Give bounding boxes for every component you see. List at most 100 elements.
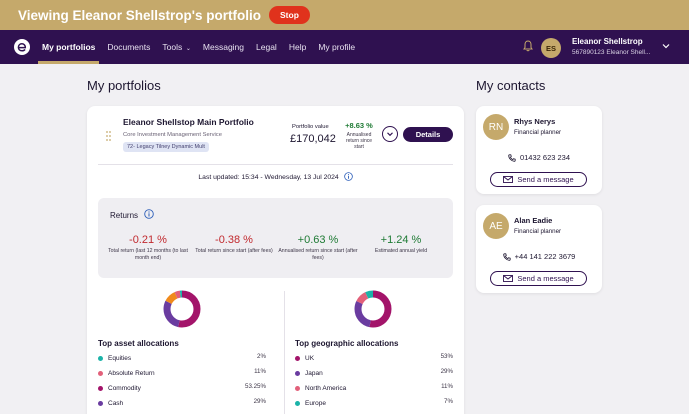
- contact-phone[interactable]: 01432 623 234: [476, 153, 602, 162]
- contact-card: RN Rhys Nerys Financial planner 01432 62…: [476, 106, 602, 194]
- return-label: Estimated annual yield: [374, 248, 428, 254]
- allocation-row: Equities 2%: [98, 353, 266, 363]
- return-label: Total return since start (after fees): [195, 248, 273, 254]
- legend-dot-icon: [98, 385, 103, 391]
- portfolio-card: Eleanor Shellstop Main Portfolio Core In…: [87, 106, 464, 414]
- bell-icon[interactable]: [523, 40, 533, 52]
- contact-name: Alan Eadie: [514, 216, 553, 225]
- returns-panel: Returns -0.21 % Total return (last 12 mo…: [98, 198, 453, 278]
- nav-help[interactable]: Help: [288, 42, 307, 52]
- mail-icon: [503, 176, 514, 183]
- user-menu-chevron-icon[interactable]: [662, 42, 670, 50]
- allocation-row: UK 53%: [295, 353, 453, 363]
- nav-tools[interactable]: Tools ⌄: [162, 30, 191, 64]
- details-button[interactable]: Details: [403, 127, 453, 142]
- allocation-row: Absolute Return 11%: [98, 368, 266, 378]
- allocation-label: Commodity: [108, 384, 141, 392]
- donut-segment: [163, 290, 201, 328]
- contact-avatar: AE: [483, 213, 509, 239]
- allocation-percent: 53.25%: [245, 383, 266, 390]
- return-label: Total return (last 12 months (to last mo…: [108, 248, 188, 261]
- nav-tools-label: Tools: [162, 42, 183, 52]
- contact-phone-number: +44 141 222 3679: [514, 252, 576, 261]
- portfolio-value: £170,042: [290, 133, 336, 145]
- allocation-label: Japan: [305, 369, 323, 377]
- chevron-down-icon: [387, 132, 393, 137]
- contact-card: AE Alan Eadie Financial planner +44 141 …: [476, 205, 602, 293]
- allocation-label: Equities: [108, 354, 132, 362]
- allocation-label: North America: [305, 384, 347, 392]
- return-metric: -0.21 % Total return (last 12 months (to…: [108, 234, 188, 262]
- legend-dot-icon: [295, 400, 300, 406]
- allocation-row: North America 11%: [295, 383, 453, 393]
- annualised-return-value: +8.63 %: [345, 121, 373, 130]
- mail-icon: [503, 275, 514, 282]
- portfolio-tag: 72- Legacy Tilney Dynamic Mult: [123, 142, 209, 152]
- allocation-percent: 7%: [444, 398, 453, 405]
- donut-segment: [354, 290, 392, 328]
- last-updated-text: Last updated: 15:34 - Wednesday, 13 Jul …: [198, 174, 339, 181]
- divider: [98, 164, 453, 165]
- donut-segment: [354, 290, 392, 328]
- asset-allocation-title: Top asset allocations: [98, 339, 179, 348]
- contact-name: Rhys Nerys: [514, 117, 556, 126]
- geo-allocation-title: Top geographic allocations: [295, 339, 399, 348]
- legend-dot-icon: [98, 400, 103, 406]
- allocation-row: Europe 7%: [295, 398, 453, 408]
- send-message-label: Send a message: [517, 274, 574, 283]
- info-icon[interactable]: [343, 172, 353, 181]
- return-metric: -0.38 % Total return since start (after …: [194, 234, 274, 255]
- allocation-row: Cash 29%: [98, 398, 266, 408]
- brand-logo-icon[interactable]: [14, 39, 30, 55]
- allocation-label: UK: [305, 354, 315, 362]
- contact-avatar: RN: [483, 114, 509, 140]
- divider: [284, 291, 285, 414]
- portfolio-service: Core Investment Management Service: [123, 132, 222, 138]
- legend-dot-icon: [295, 355, 300, 361]
- legend-dot-icon: [98, 355, 103, 361]
- allocation-row: Commodity 53.25%: [98, 383, 266, 393]
- phone-icon: [508, 153, 516, 162]
- allocation-percent: 2%: [257, 353, 266, 360]
- return-metric: +0.63 % Annualised return since start (a…: [278, 234, 358, 262]
- allocation-percent: 53%: [440, 353, 453, 360]
- nav-my-portfolios[interactable]: My portfolios: [37, 30, 100, 64]
- send-message-button[interactable]: Send a message: [490, 172, 587, 187]
- allocation-percent: 11%: [254, 368, 266, 375]
- nav-messaging[interactable]: Messaging: [202, 42, 245, 52]
- contacts-title: My contacts: [476, 78, 546, 93]
- phone-icon: [502, 252, 511, 261]
- return-metric: +1.24 % Estimated annual yield: [361, 234, 441, 255]
- asset-allocation-donut: [163, 290, 201, 328]
- allocation-label: Cash: [108, 399, 124, 407]
- return-value: +0.63 %: [297, 234, 339, 246]
- allocation-percent: 11%: [441, 383, 453, 390]
- contact-role: Financial planner: [514, 228, 562, 235]
- drag-handle-icon[interactable]: [106, 131, 111, 141]
- portfolio-name: Eleanor Shellstop Main Portfolio: [123, 117, 254, 127]
- return-value: -0.38 %: [215, 234, 253, 246]
- info-icon[interactable]: [144, 209, 154, 219]
- return-label: Annualised return since start (after fee…: [278, 248, 358, 261]
- user-avatar[interactable]: ES: [541, 38, 561, 58]
- last-updated: Last updated: 15:34 - Wednesday, 13 Jul …: [87, 172, 464, 181]
- user-name: Eleanor Shellstrop: [572, 37, 643, 46]
- allocation-percent: 29%: [440, 368, 453, 375]
- top-nav: My portfolios Documents Tools ⌄ Messagin…: [0, 30, 689, 64]
- legend-dot-icon: [98, 370, 103, 376]
- expand-button[interactable]: [382, 126, 398, 142]
- stop-button[interactable]: Stop: [269, 6, 310, 24]
- donut-segment: [163, 290, 201, 328]
- nav-my-profile[interactable]: My profile: [318, 42, 356, 52]
- send-message-button[interactable]: Send a message: [490, 271, 587, 286]
- geo-allocation-donut: [354, 290, 392, 328]
- contact-phone[interactable]: +44 141 222 3679: [476, 252, 602, 261]
- impersonation-banner: Viewing Eleanor Shellstrop's portfolio S…: [0, 0, 689, 30]
- user-account-id: 567890123 Eleanor Shell...: [572, 49, 651, 56]
- legend-dot-icon: [295, 370, 300, 376]
- page-title: My portfolios: [87, 78, 161, 93]
- legend-dot-icon: [295, 385, 300, 391]
- return-value: +1.24 %: [380, 234, 422, 246]
- nav-documents[interactable]: Documents: [107, 42, 151, 52]
- nav-legal[interactable]: Legal: [256, 42, 277, 52]
